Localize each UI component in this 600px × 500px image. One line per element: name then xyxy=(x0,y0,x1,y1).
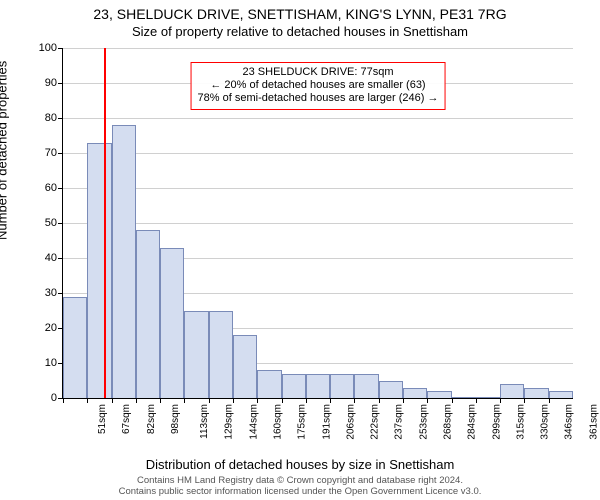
xtick-mark xyxy=(330,398,331,403)
histogram-bar xyxy=(87,143,111,399)
xtick-label: 51sqm xyxy=(97,404,108,434)
gridline xyxy=(63,48,573,49)
page-subtitle: Size of property relative to detached ho… xyxy=(0,24,600,39)
xtick-label: 330sqm xyxy=(540,404,551,440)
xtick-mark xyxy=(282,398,283,403)
xtick-label: 361sqm xyxy=(588,404,599,440)
xtick-mark xyxy=(427,398,428,403)
histogram-bar xyxy=(306,374,330,399)
histogram-bar xyxy=(282,374,306,399)
histogram-bar xyxy=(549,391,573,398)
xtick-mark xyxy=(500,398,501,403)
page-title-address: 23, SHELDUCK DRIVE, SNETTISHAM, KING'S L… xyxy=(0,6,600,22)
histogram-bar xyxy=(379,381,403,399)
xtick-label: 299sqm xyxy=(491,404,502,440)
xtick-mark xyxy=(403,398,404,403)
histogram-bar xyxy=(403,388,427,399)
xtick-label: 82sqm xyxy=(146,404,157,434)
xtick-label: 144sqm xyxy=(248,404,259,440)
xtick-mark xyxy=(87,398,88,403)
y-axis-label: Number of detached properties xyxy=(0,61,10,240)
histogram-bar xyxy=(452,397,476,398)
histogram-bar xyxy=(112,125,136,398)
xtick-label: 160sqm xyxy=(273,404,284,440)
gridline xyxy=(63,223,573,224)
ytick-label: 100 xyxy=(39,42,63,54)
xtick-mark xyxy=(476,398,477,403)
xtick-label: 284sqm xyxy=(467,404,478,440)
xtick-label: 191sqm xyxy=(321,404,332,440)
annotation-line2: ← 20% of detached houses are smaller (63… xyxy=(198,79,439,92)
annotation-line1: 23 SHELDUCK DRIVE: 77sqm xyxy=(198,66,439,79)
histogram-bar xyxy=(330,374,354,399)
xtick-label: 113sqm xyxy=(199,404,210,439)
xtick-label: 315sqm xyxy=(515,404,526,440)
histogram-bar xyxy=(427,391,451,398)
histogram-bar xyxy=(476,397,500,398)
histogram-bar xyxy=(354,374,378,399)
histogram-bar xyxy=(160,248,184,399)
property-marker-line xyxy=(104,48,106,398)
x-axis-label: Distribution of detached houses by size … xyxy=(0,457,600,472)
histogram-bar xyxy=(184,311,208,399)
xtick-mark xyxy=(209,398,210,403)
xtick-mark xyxy=(524,398,525,403)
xtick-label: 237sqm xyxy=(394,404,405,440)
xtick-mark xyxy=(184,398,185,403)
xtick-mark xyxy=(63,398,64,403)
histogram-bar xyxy=(63,297,87,399)
xtick-label: 67sqm xyxy=(121,404,132,434)
ytick-label: 20 xyxy=(45,322,63,334)
xtick-label: 222sqm xyxy=(370,404,381,440)
xtick-mark xyxy=(354,398,355,403)
xtick-mark xyxy=(379,398,380,403)
ytick-label: 60 xyxy=(45,182,63,194)
gridline xyxy=(63,118,573,119)
xtick-label: 346sqm xyxy=(564,404,575,440)
xtick-mark xyxy=(549,398,550,403)
ytick-label: 50 xyxy=(45,217,63,229)
xtick-mark xyxy=(112,398,113,403)
histogram-plot: 010203040506070809010051sqm67sqm82sqm98s… xyxy=(62,48,573,399)
annotation-box: 23 SHELDUCK DRIVE: 77sqm ← 20% of detach… xyxy=(191,62,446,110)
xtick-label: 129sqm xyxy=(224,404,235,440)
histogram-bar xyxy=(233,335,257,398)
ytick-label: 10 xyxy=(45,357,63,369)
xtick-mark xyxy=(136,398,137,403)
xtick-mark xyxy=(257,398,258,403)
ytick-label: 70 xyxy=(45,147,63,159)
xtick-label: 98sqm xyxy=(170,404,181,434)
ytick-label: 30 xyxy=(45,287,63,299)
xtick-label: 253sqm xyxy=(418,404,429,440)
xtick-label: 175sqm xyxy=(297,404,308,440)
histogram-bar xyxy=(524,388,548,399)
xtick-mark xyxy=(233,398,234,403)
histogram-bar xyxy=(209,311,233,399)
ytick-label: 0 xyxy=(51,392,63,404)
gridline xyxy=(63,188,573,189)
histogram-bar xyxy=(500,384,524,398)
annotation-line3: 78% of semi-detached houses are larger (… xyxy=(198,92,439,105)
ytick-label: 90 xyxy=(45,77,63,89)
ytick-label: 40 xyxy=(45,252,63,264)
xtick-label: 206sqm xyxy=(345,404,356,440)
xtick-mark xyxy=(452,398,453,403)
ytick-label: 80 xyxy=(45,112,63,124)
histogram-bar xyxy=(257,370,281,398)
xtick-label: 268sqm xyxy=(443,404,454,440)
gridline xyxy=(63,153,573,154)
histogram-bar xyxy=(136,230,160,398)
footer-attribution: Contains HM Land Registry data © Crown c… xyxy=(0,476,600,498)
xtick-mark xyxy=(160,398,161,403)
xtick-mark xyxy=(306,398,307,403)
footer-line2: Contains public sector information licen… xyxy=(0,487,600,498)
